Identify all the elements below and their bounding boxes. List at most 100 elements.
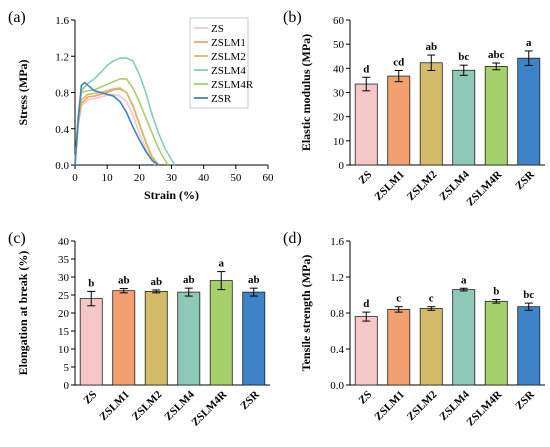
series-line-zslm2	[74, 87, 160, 166]
x-axis-title: Strain (%)	[144, 188, 199, 202]
significance-letter: c	[429, 293, 434, 305]
legend-entry: ZSLM1	[211, 37, 246, 49]
series-line-zslm4r	[74, 78, 169, 166]
legend-entry: ZSLM2	[211, 51, 246, 63]
significance-letter: c	[396, 293, 401, 305]
x-tick-label: 20	[134, 172, 146, 184]
y-tick-label: 40	[333, 63, 345, 75]
significance-letter: b	[88, 277, 94, 289]
bar-zslm1	[112, 290, 136, 386]
category-label: ZS	[356, 169, 374, 187]
bar-zslm1	[387, 75, 411, 166]
y-axis-title: Elongation at break (%)	[16, 251, 30, 376]
bar-zslm1	[387, 308, 411, 386]
y-tick-label: 20	[333, 112, 345, 124]
significance-letter: ab	[425, 41, 437, 53]
significance-letter: a	[526, 37, 532, 49]
bar-zs	[354, 83, 378, 166]
y-tick-label: 0.4	[330, 344, 344, 356]
bar-zslm4r	[209, 280, 233, 386]
significance-letter: d	[363, 298, 369, 310]
bar-zslm2	[419, 62, 443, 166]
bar-zslm4r	[484, 66, 508, 166]
bar-zslm4r	[484, 300, 508, 386]
legend-box	[189, 17, 249, 109]
category-label: ZSLM1	[372, 169, 406, 203]
y-tick-label: 0.0	[55, 160, 69, 172]
y-tick-label: 0.8	[55, 88, 69, 100]
category-label: ZSLM4R	[464, 388, 505, 429]
y-tick-label: 40	[58, 236, 70, 248]
bar-zsr	[242, 291, 266, 386]
category-label: ZSLM1	[372, 389, 406, 423]
category-label: ZSLM4R	[464, 168, 505, 209]
bar-zslm2	[419, 308, 443, 386]
category-label: ZS	[81, 389, 99, 407]
y-tick-label: 0.0	[330, 380, 344, 392]
legend-entry: ZS	[211, 23, 224, 35]
category-label: ZSLM2	[405, 388, 440, 423]
y-tick-label: 25	[58, 290, 70, 302]
y-tick-label: 1.6	[55, 15, 69, 27]
legend-entry: ZSR	[211, 93, 232, 105]
bar-zslm4	[177, 291, 201, 386]
panel-b: (b) 0 10 20 30 40 50 60 Elastic modulus (MPa) d ZS…	[283, 9, 545, 209]
significance-letter: bc	[458, 51, 469, 63]
panel-label: (c)	[8, 230, 26, 247]
panel-label: (a)	[8, 9, 26, 26]
significance-letter: d	[363, 63, 369, 75]
y-axis-title: Stress (MPa)	[16, 59, 30, 125]
y-tick-label: 35	[58, 254, 70, 266]
y-tick-label: 0	[339, 160, 345, 172]
y-tick-label: 1.6	[330, 236, 344, 248]
bar-zslm4	[452, 69, 476, 166]
bar-zsr	[517, 57, 541, 166]
y-axis-title: Tensile strength (MPa)	[299, 255, 313, 372]
y-tick-label: 10	[58, 344, 70, 356]
y-tick-label: 60	[333, 15, 345, 27]
category-label: ZSR	[513, 168, 537, 192]
panel-d: (d) 0.0 0.4 0.8 1.2 1.6 Tensile strength (MPa)…	[283, 230, 545, 429]
category-label: ZSLM2	[130, 388, 165, 423]
x-tick-label: 40	[198, 172, 210, 184]
y-tick-label: 30	[58, 272, 70, 284]
category-label: ZSLM2	[405, 168, 440, 203]
x-tick-label: 50	[230, 172, 242, 184]
significance-letter: ab	[118, 275, 130, 287]
y-tick-label: 0.8	[330, 308, 344, 320]
y-tick-label: 20	[58, 308, 70, 320]
legend-entry: ZSLM4	[211, 65, 246, 77]
series-line-zs	[74, 93, 157, 166]
x-tick-label: 0	[72, 172, 78, 184]
y-tick-label: 0.4	[55, 124, 69, 136]
category-label: ZSR	[513, 388, 537, 412]
significance-letter: ab	[248, 274, 260, 286]
y-tick-label: 10	[333, 136, 345, 148]
legend: ZS ZSLM1 ZSLM2 ZSLM4 ZSLM4R ZSR	[189, 17, 254, 109]
y-tick-label: 1.2	[55, 51, 69, 63]
y-tick-label: 5	[64, 362, 70, 374]
series-line-zslm4	[74, 57, 176, 166]
panel-label: (b)	[283, 9, 302, 26]
y-tick-label: 50	[333, 39, 345, 51]
significance-letter: ab	[150, 276, 162, 288]
bar-zs	[79, 298, 103, 386]
legend-entry: ZSLM4R	[211, 79, 254, 91]
panel-a: (a) 0.0 0.4 0.8 1.2 1.6 0 10 20 30 40 50 60 Strain (%…	[8, 9, 274, 202]
x-tick-label: 30	[166, 172, 178, 184]
x-tick-label: 60	[263, 172, 275, 184]
panel-label: (d)	[283, 230, 302, 247]
bar-zslm4	[452, 289, 476, 386]
y-axis-title: Elastic modulus (MPa)	[299, 34, 313, 151]
x-tick-label: 10	[102, 172, 114, 184]
category-label: ZSLM4R	[189, 388, 230, 429]
y-tick-label: 30	[333, 88, 345, 100]
category-label: ZSLM1	[97, 389, 131, 423]
series-line-zsr	[74, 81, 160, 166]
significance-letter: ab	[183, 274, 195, 286]
category-label: ZSR	[238, 388, 262, 412]
y-tick-label: 0	[64, 380, 70, 392]
category-label: ZS	[356, 389, 374, 407]
significance-letter: a	[219, 258, 225, 270]
